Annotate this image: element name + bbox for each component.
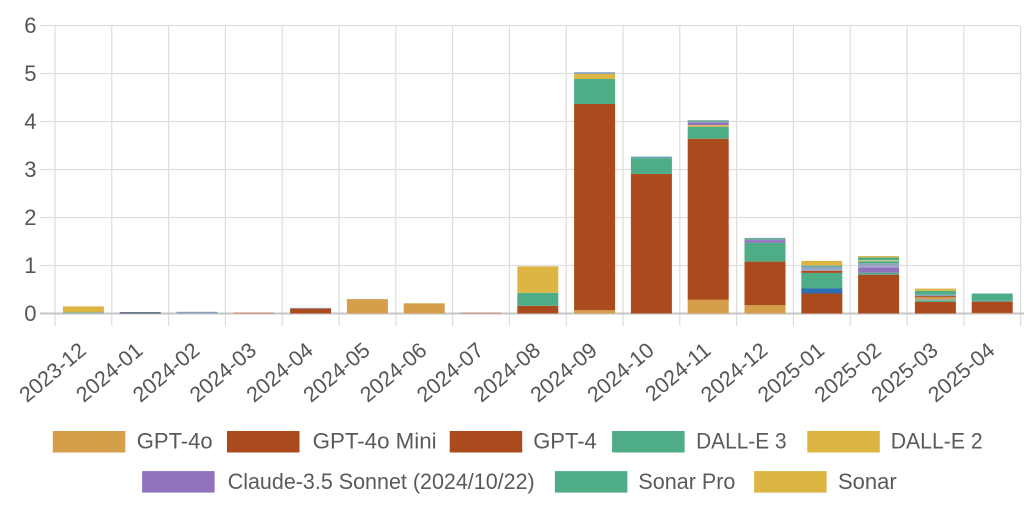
svg-text:1: 1 bbox=[24, 253, 36, 278]
svg-text:2: 2 bbox=[24, 205, 36, 230]
svg-text:GPT-4: GPT-4 bbox=[533, 428, 597, 453]
svg-text:Claude-3.5 Sonnet (2024/10/22): Claude-3.5 Sonnet (2024/10/22) bbox=[228, 469, 535, 494]
svg-text:0: 0 bbox=[24, 301, 36, 326]
svg-text:GPT-4o: GPT-4o bbox=[137, 428, 213, 453]
svg-text:3: 3 bbox=[24, 157, 36, 182]
svg-text:5: 5 bbox=[24, 61, 36, 86]
svg-text:Sonar Pro: Sonar Pro bbox=[638, 469, 735, 494]
svg-text:6: 6 bbox=[24, 13, 36, 38]
svg-text:4: 4 bbox=[24, 109, 36, 134]
svg-text:GPT-4o Mini: GPT-4o Mini bbox=[313, 428, 437, 453]
svg-text:Sonar: Sonar bbox=[838, 469, 897, 494]
svg-text:DALL-E 3: DALL-E 3 bbox=[696, 428, 787, 453]
svg-text:DALL-E 2: DALL-E 2 bbox=[891, 428, 983, 453]
